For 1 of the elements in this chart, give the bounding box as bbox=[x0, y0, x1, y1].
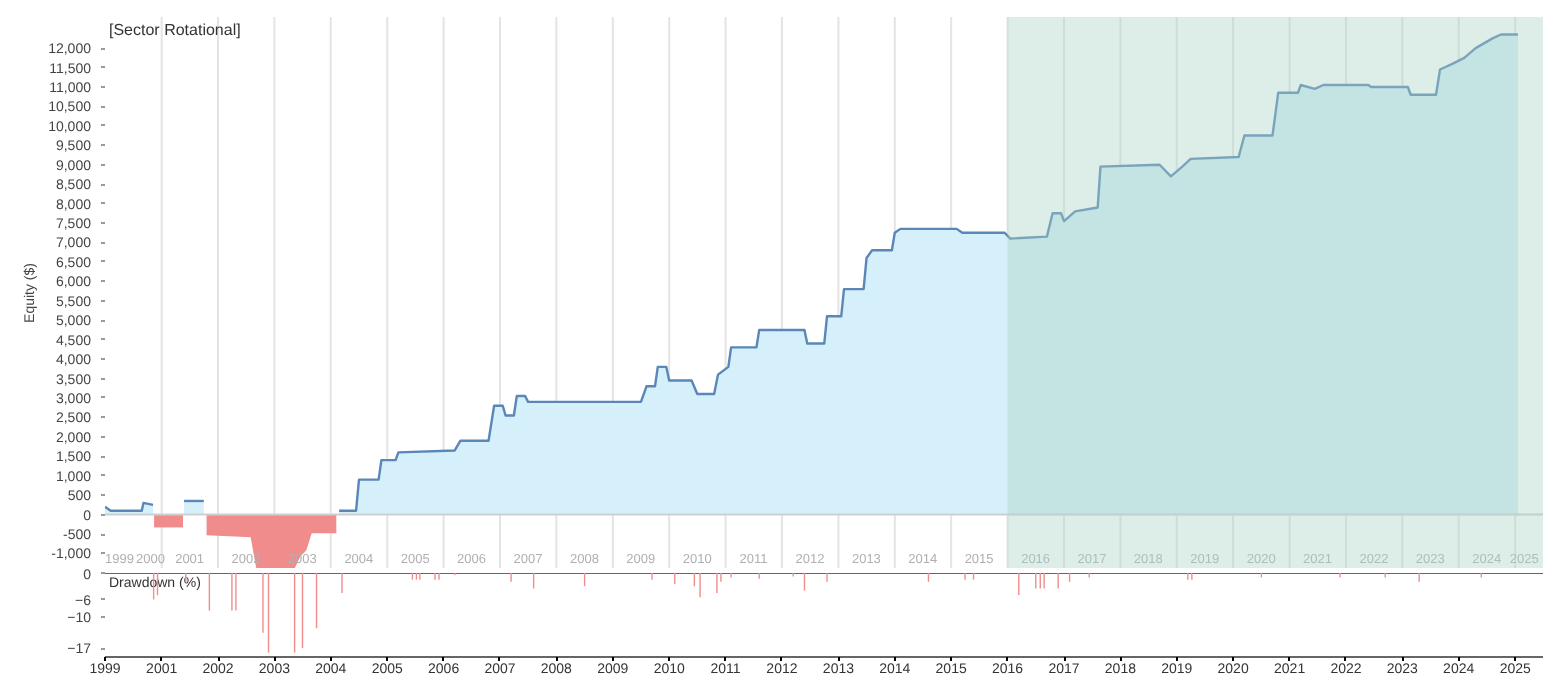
chart-title: [Sector Rotational] bbox=[109, 21, 241, 39]
